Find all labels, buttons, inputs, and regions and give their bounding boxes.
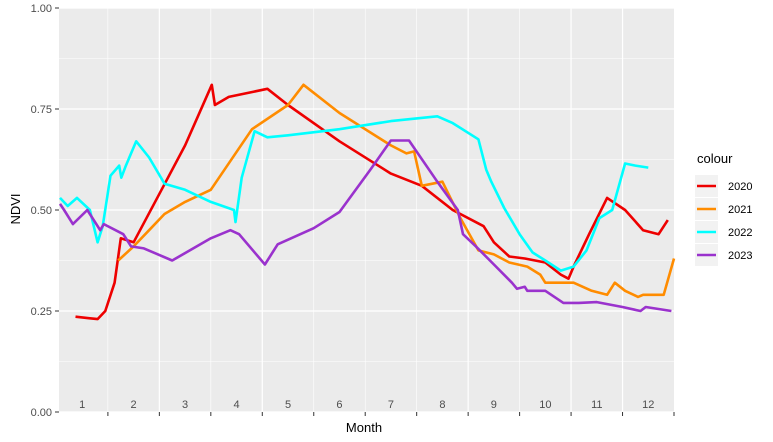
month-label: 10	[539, 399, 551, 411]
series-line-2022	[59, 115, 649, 272]
month-label: 3	[182, 399, 188, 411]
x-axis-title: Month	[346, 420, 382, 435]
legend-label-2022: 2022	[728, 227, 752, 239]
month-label: 8	[439, 399, 445, 411]
major-gridlines	[59, 7, 674, 413]
legend-label-2023: 2023	[728, 250, 752, 262]
series-line-2020	[75, 83, 669, 321]
y-tick-label: 0.50	[31, 205, 52, 217]
x-axis	[107, 412, 675, 416]
legend-label-2021: 2021	[728, 204, 752, 216]
y-axis: 0.00 0.25 0.50 0.75 1.00	[31, 3, 59, 419]
month-label: 12	[642, 399, 654, 411]
series-lines	[58, 83, 676, 321]
month-label: 5	[285, 399, 291, 411]
month-label: 2	[131, 399, 137, 411]
month-label: 6	[336, 399, 342, 411]
series-line-2023	[58, 139, 672, 313]
month-label: 11	[591, 399, 602, 411]
y-tick-label: 0.75	[31, 104, 52, 116]
month-label: 1	[79, 399, 85, 411]
legend-label-2020: 2020	[728, 181, 752, 193]
legend: colour 2020 2021 2022 2023	[695, 151, 752, 266]
month-label: 4	[233, 399, 239, 411]
month-labels: 1 2 3 4 5 6 7 8 9 10 11 12	[79, 399, 654, 411]
y-tick-label: 0.00	[31, 407, 52, 419]
legend-title: colour	[697, 151, 733, 166]
y-tick-label: 1.00	[31, 3, 52, 15]
month-label: 9	[491, 399, 497, 411]
series-line-2021	[117, 83, 676, 299]
y-tick-label: 0.25	[31, 306, 52, 318]
month-label: 7	[388, 399, 394, 411]
y-axis-title: NDVI	[8, 193, 23, 224]
